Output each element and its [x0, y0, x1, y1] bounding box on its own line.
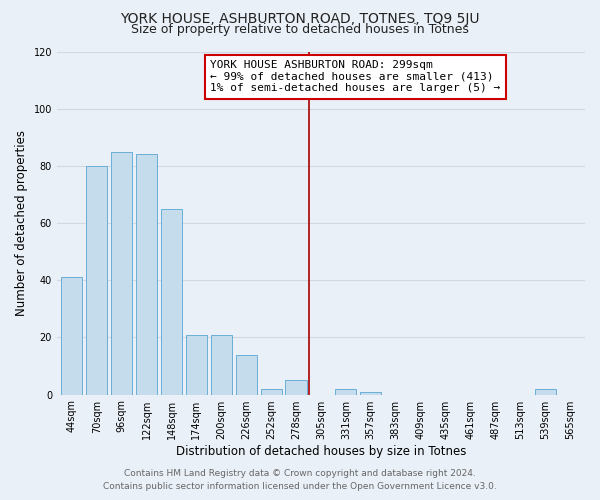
- Bar: [260, 389, 282, 394]
- Bar: [186, 334, 207, 394]
- Bar: [535, 389, 556, 394]
- Text: Size of property relative to detached houses in Totnes: Size of property relative to detached ho…: [131, 22, 469, 36]
- Bar: [286, 380, 307, 394]
- Text: YORK HOUSE ASHBURTON ROAD: 299sqm
← 99% of detached houses are smaller (413)
1% : YORK HOUSE ASHBURTON ROAD: 299sqm ← 99% …: [210, 60, 500, 94]
- Bar: [236, 354, 257, 395]
- Bar: [86, 166, 107, 394]
- Bar: [111, 152, 132, 394]
- Text: YORK HOUSE, ASHBURTON ROAD, TOTNES, TQ9 5JU: YORK HOUSE, ASHBURTON ROAD, TOTNES, TQ9 …: [120, 12, 480, 26]
- Bar: [360, 392, 382, 394]
- Bar: [211, 334, 232, 394]
- Bar: [335, 389, 356, 394]
- Y-axis label: Number of detached properties: Number of detached properties: [15, 130, 28, 316]
- Bar: [136, 154, 157, 394]
- Text: Contains HM Land Registry data © Crown copyright and database right 2024.
Contai: Contains HM Land Registry data © Crown c…: [103, 469, 497, 491]
- Bar: [161, 208, 182, 394]
- X-axis label: Distribution of detached houses by size in Totnes: Distribution of detached houses by size …: [176, 444, 466, 458]
- Bar: [61, 278, 82, 394]
